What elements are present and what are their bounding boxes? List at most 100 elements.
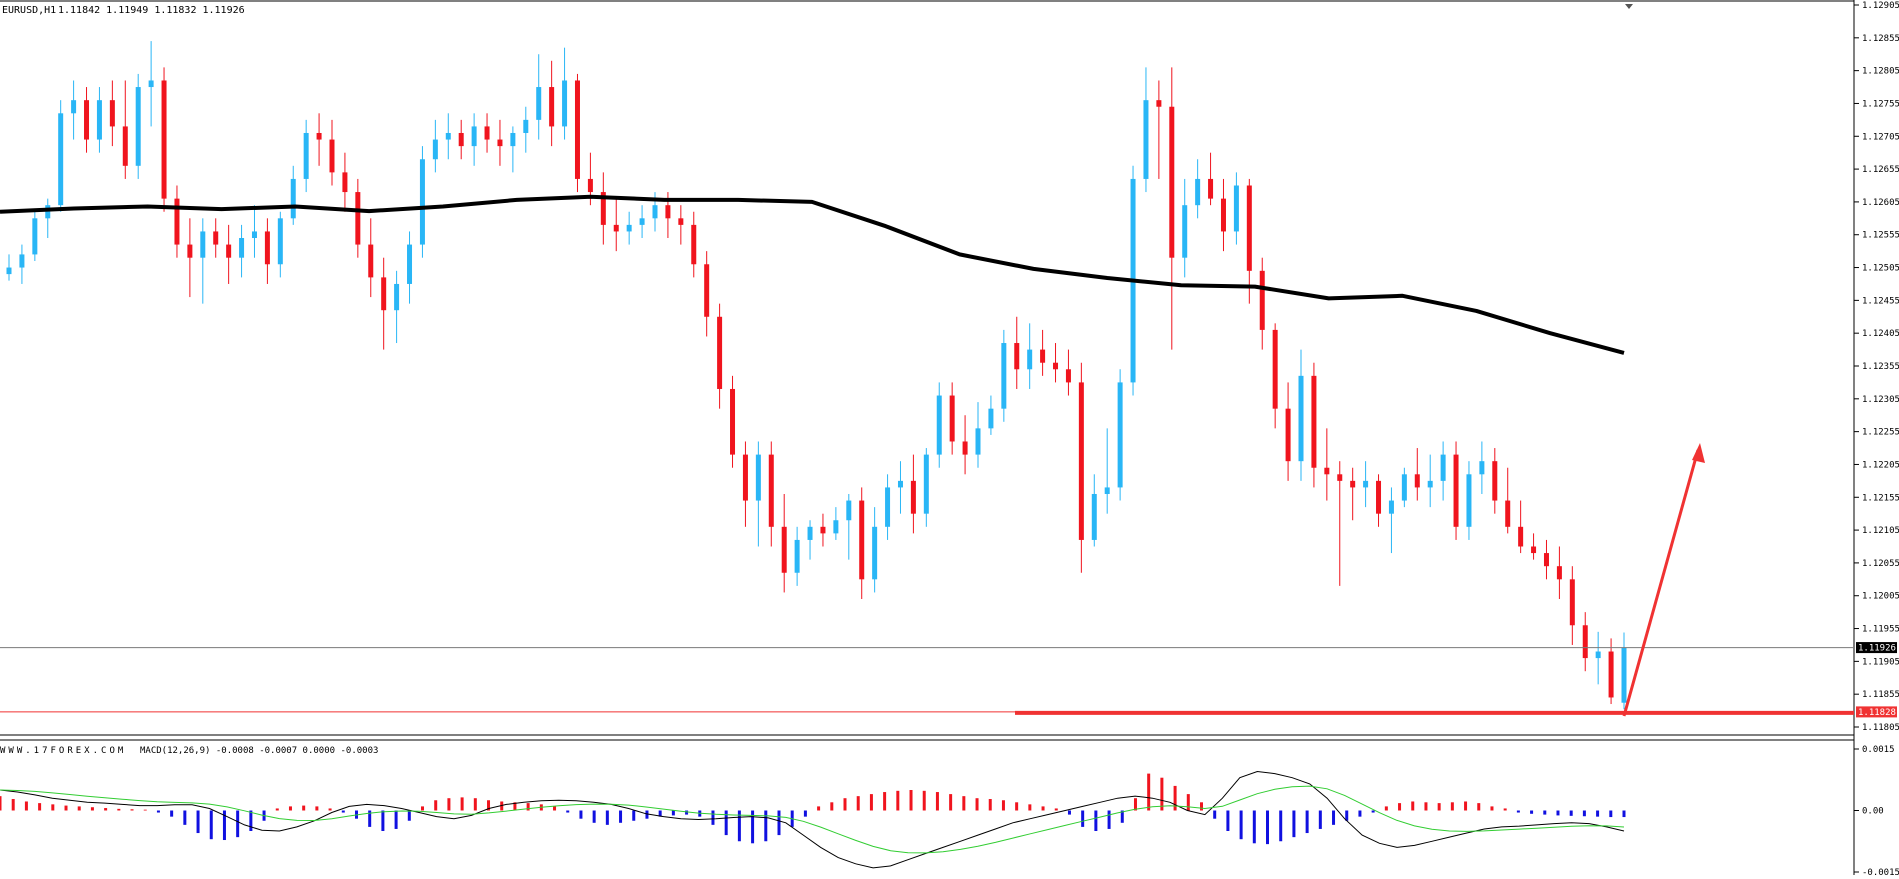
candle[interactable] <box>613 198 619 252</box>
candle[interactable] <box>1401 467 1407 508</box>
candle[interactable] <box>1027 323 1033 389</box>
candle[interactable] <box>1220 178 1226 252</box>
candle[interactable] <box>794 526 800 586</box>
candle[interactable] <box>600 172 606 245</box>
candle[interactable] <box>355 178 361 258</box>
candle[interactable] <box>807 520 813 560</box>
candle[interactable] <box>846 493 852 560</box>
candle[interactable] <box>510 126 516 173</box>
candle[interactable] <box>1208 152 1214 206</box>
candle[interactable] <box>1350 467 1356 521</box>
candle[interactable] <box>1091 474 1097 547</box>
candle[interactable] <box>329 119 335 186</box>
candle[interactable] <box>213 218 219 258</box>
candle[interactable] <box>1233 172 1239 245</box>
candle[interactable] <box>923 448 929 527</box>
candle[interactable] <box>226 224 232 284</box>
candle[interactable] <box>897 461 903 514</box>
candle[interactable] <box>290 165 296 225</box>
candle[interactable] <box>19 244 25 284</box>
candle[interactable] <box>1143 67 1149 193</box>
candle[interactable] <box>1040 329 1046 376</box>
candle[interactable] <box>1014 316 1020 389</box>
candle[interactable] <box>1388 487 1394 554</box>
candle[interactable] <box>523 106 529 153</box>
candle[interactable] <box>1453 441 1459 540</box>
candle[interactable] <box>122 80 128 179</box>
candle[interactable] <box>549 60 555 147</box>
candle[interactable] <box>768 441 774 547</box>
candle[interactable] <box>1117 369 1123 501</box>
candle[interactable] <box>691 211 697 278</box>
candle[interactable] <box>200 218 206 304</box>
candle[interactable] <box>1169 67 1175 350</box>
candle[interactable] <box>1001 329 1007 422</box>
candle[interactable] <box>1363 461 1369 508</box>
candle[interactable] <box>1285 382 1291 481</box>
candle[interactable] <box>730 375 736 468</box>
candle[interactable] <box>1195 159 1201 219</box>
candle[interactable] <box>135 73 141 179</box>
candle[interactable] <box>432 119 438 173</box>
candle[interactable] <box>342 152 348 212</box>
candle[interactable] <box>1376 474 1382 527</box>
candle[interactable] <box>445 113 451 160</box>
candle[interactable] <box>1466 461 1472 540</box>
candle[interactable] <box>381 257 387 350</box>
candle[interactable] <box>1078 362 1084 573</box>
candle[interactable] <box>678 205 684 245</box>
candle[interactable] <box>96 87 102 153</box>
candle[interactable] <box>174 185 180 258</box>
candle[interactable] <box>239 224 245 278</box>
candle[interactable] <box>1259 257 1265 350</box>
candle[interactable] <box>1440 441 1446 501</box>
candle[interactable] <box>1569 566 1575 645</box>
candle[interactable] <box>1556 546 1562 600</box>
candle[interactable] <box>1414 448 1420 501</box>
candle[interactable] <box>704 251 710 337</box>
candle[interactable] <box>1272 323 1278 429</box>
candle[interactable] <box>755 441 761 547</box>
candle[interactable] <box>71 80 77 140</box>
candle[interactable] <box>1156 80 1162 179</box>
candle[interactable] <box>910 454 916 534</box>
candle[interactable] <box>1298 349 1304 481</box>
candle[interactable] <box>484 113 490 153</box>
candle[interactable] <box>148 41 154 127</box>
candle[interactable] <box>1531 533 1537 560</box>
candle[interactable] <box>407 231 413 304</box>
candle[interactable] <box>1492 448 1498 514</box>
candle[interactable] <box>742 441 748 527</box>
candle[interactable] <box>1246 178 1252 304</box>
candle[interactable] <box>6 254 12 281</box>
candle[interactable] <box>251 205 257 258</box>
candle[interactable] <box>277 211 283 278</box>
candle[interactable] <box>419 146 425 258</box>
candle[interactable] <box>781 493 787 593</box>
candle[interactable] <box>1479 441 1485 494</box>
candle[interactable] <box>1621 632 1627 710</box>
candle[interactable] <box>1324 428 1330 501</box>
candle[interactable] <box>562 47 568 140</box>
chart-shift-marker-icon[interactable] <box>1625 4 1633 9</box>
candle[interactable] <box>1608 638 1614 705</box>
candle[interactable] <box>471 113 477 166</box>
candle[interactable] <box>58 100 64 212</box>
candle[interactable] <box>161 67 167 212</box>
candle[interactable] <box>45 198 51 239</box>
candle[interactable] <box>639 205 645 239</box>
candle[interactable] <box>1505 467 1511 534</box>
candle[interactable] <box>1182 178 1188 278</box>
candle[interactable] <box>936 382 942 468</box>
candle[interactable] <box>859 487 865 600</box>
candle[interactable] <box>1311 362 1317 488</box>
candle[interactable] <box>872 507 878 593</box>
candle[interactable] <box>536 54 542 140</box>
candle[interactable] <box>626 211 632 245</box>
candle[interactable] <box>497 119 503 166</box>
candle[interactable] <box>32 211 38 261</box>
candle[interactable] <box>1065 349 1071 396</box>
candle[interactable] <box>988 395 994 435</box>
candle[interactable] <box>962 415 968 475</box>
candle[interactable] <box>833 507 839 540</box>
